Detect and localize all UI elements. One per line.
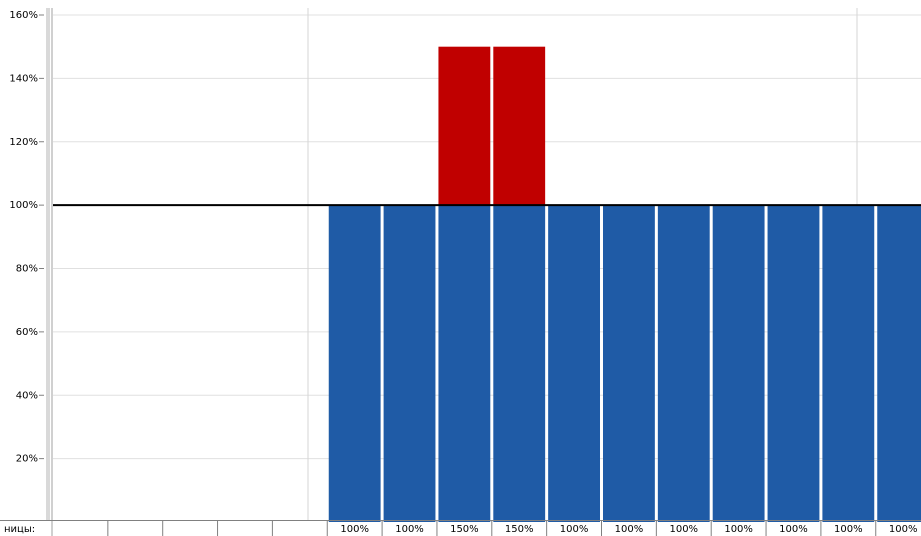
bar [877,205,921,522]
bar [657,205,710,522]
bar [328,205,381,522]
bar [822,205,875,522]
value-label: 100% [669,524,698,535]
bar [767,205,820,522]
value-label: 100% [724,524,753,535]
y-tick-label: 60% [16,327,38,338]
y-tick-label: 40% [16,390,38,401]
y-tick-label: 140% [9,73,38,84]
y-tick-label: 120% [9,137,38,148]
value-label: 100% [560,524,589,535]
value-label: 100% [779,524,808,535]
value-label: 100% [615,524,644,535]
row-label: ницы: [4,524,35,535]
value-label: 150% [505,524,534,535]
bar [383,205,436,522]
value-label: 100% [834,524,863,535]
value-label: 100% [340,524,369,535]
bar [712,205,765,522]
y-axis-band [46,8,50,520]
bar-overallocation [493,46,546,206]
value-label: 100% [395,524,424,535]
y-tick-label: 160% [9,10,38,21]
bar [603,205,655,522]
y-tick-label: 100% [9,200,38,211]
value-label: 150% [450,524,479,535]
bar [493,205,546,522]
y-tick-label: 20% [16,454,38,465]
value-label: 100% [889,524,918,535]
bars [328,46,921,522]
bar [548,205,600,522]
bar [438,205,491,522]
y-tick-label: 80% [16,264,38,275]
bar-overallocation [438,46,491,206]
